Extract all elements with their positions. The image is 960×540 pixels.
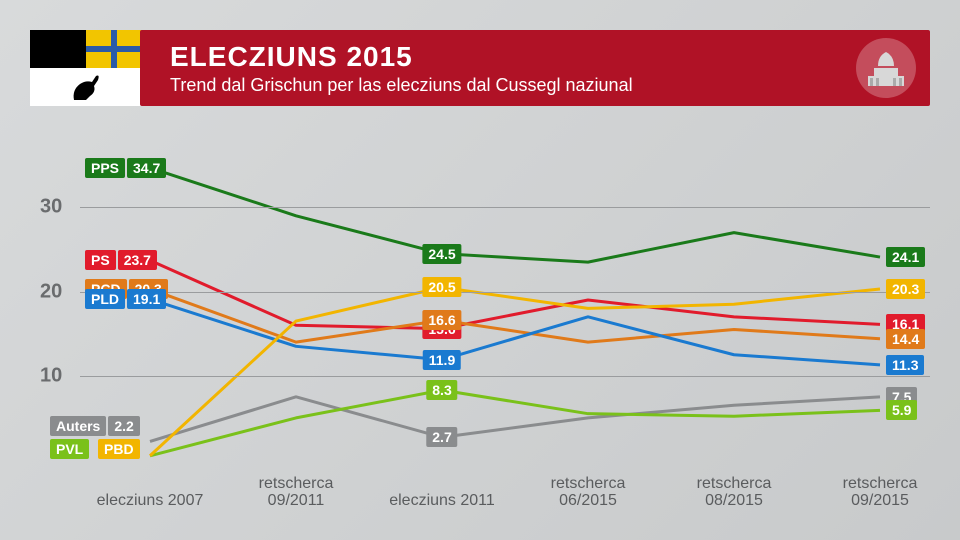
series-label-pbd: PBD [98, 439, 140, 459]
header-title: ELECZIUNS 2015 [170, 41, 633, 73]
series-tag-pld: PLD19.1 [85, 288, 166, 310]
series-mid-value-auters: 2.7 [426, 427, 457, 447]
series-end-value-pvl: 5.9 [886, 400, 917, 420]
series-label-pvl: PVL [50, 439, 89, 459]
chart: 10 20 30 elecziuns 2007 retscherca09/2011 ele… [30, 130, 930, 510]
flag-quarter-black [30, 30, 86, 68]
series-start-value-ps: 23.7 [118, 250, 157, 270]
x-axis-label: retscherca06/2015 [551, 475, 626, 510]
series-tag-ps: PS23.7 [85, 249, 157, 271]
header-subtitle: Trend dal Grischun per las elecziuns dal… [170, 75, 633, 96]
series-mid-value-pcd: 16.6 [422, 310, 461, 330]
flag-quarter-gold [86, 30, 142, 68]
series-end-value-pcd: 14.4 [886, 329, 925, 349]
y-axis-label: 10 [40, 364, 62, 387]
series-mid-value-pbd: 20.5 [422, 277, 461, 297]
series-start-value-pps: 34.7 [127, 158, 166, 178]
series-line-pps [150, 168, 880, 262]
series-line-auters [150, 397, 880, 442]
flag-ibex [30, 68, 142, 106]
series-tag-pvl: PVL [50, 438, 89, 460]
series-end-value-pld: 11.3 [886, 355, 924, 375]
series-line-pbd [150, 287, 880, 455]
x-axis-label: retscherca09/2015 [843, 475, 918, 510]
gridline [80, 292, 930, 293]
header-banner: ELECZIUNS 2015 Trend dal Grischun per la… [140, 30, 930, 106]
series-start-value-pld: 19.1 [127, 289, 166, 309]
x-axis-label: retscherca09/2011 [259, 475, 334, 510]
series-tag-pbd: PBD [98, 438, 140, 460]
series-label-ps: PS [85, 250, 116, 270]
gridline [80, 376, 930, 377]
series-label-pld: PLD [85, 289, 125, 309]
series-mid-value-pld: 11.9 [423, 350, 461, 370]
y-axis-label: 30 [40, 196, 62, 219]
y-axis-label: 20 [40, 280, 62, 303]
series-end-value-pps: 24.1 [886, 247, 925, 267]
series-line-pvl [150, 390, 880, 456]
x-axis-label: elecziuns 2011 [389, 492, 495, 510]
series-end-value-pbd: 20.3 [886, 279, 925, 299]
capitol-icon [856, 38, 916, 98]
chart-lines [30, 130, 930, 510]
series-label-pps: PPS [85, 158, 125, 178]
series-tag-auters: Auters2.2 [50, 415, 140, 437]
x-axis-label: elecziuns 2007 [97, 492, 204, 510]
series-tag-pps: PPS34.7 [85, 157, 166, 179]
canton-flag [30, 30, 142, 106]
gridline [80, 207, 930, 208]
series-start-value-auters: 2.2 [108, 416, 139, 436]
series-line-ps [150, 260, 880, 328]
x-axis-label: retscherca08/2015 [697, 475, 772, 510]
series-label-auters: Auters [50, 416, 106, 436]
series-mid-value-pps: 24.5 [422, 244, 461, 264]
series-mid-value-pvl: 8.3 [426, 380, 457, 400]
